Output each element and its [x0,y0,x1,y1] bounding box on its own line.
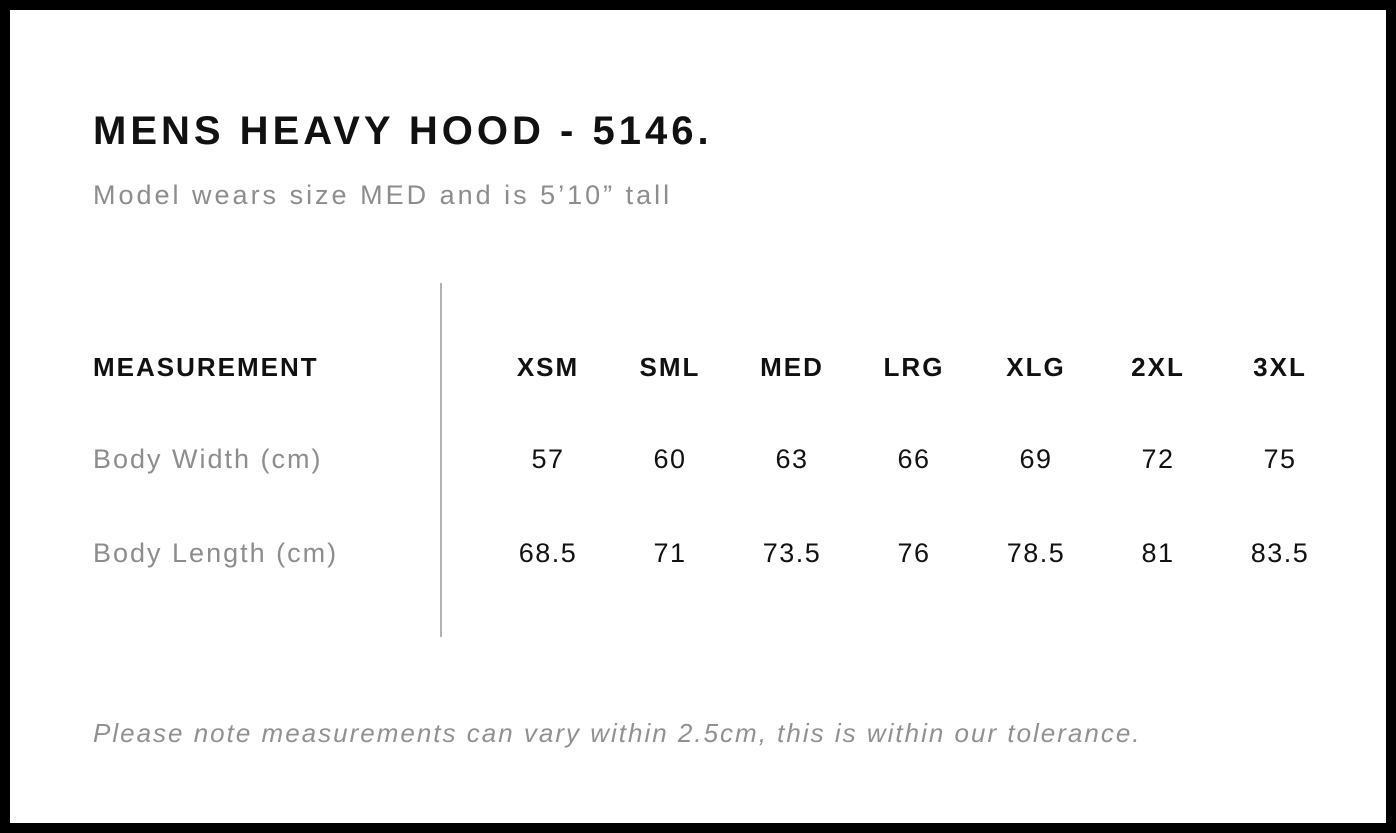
table-vertical-divider [440,283,442,637]
body-length-xsm: 68.5 [518,538,578,568]
body-width-2xl: 72 [1141,444,1175,474]
body-length-lrg: 76 [897,538,931,568]
size-header-xsm: XSM [516,352,580,382]
size-header-lrg: LRG [883,352,945,382]
body-width-lrg: 66 [897,444,931,474]
model-size-note: Model wears size MED and is 5’10” tall [93,180,673,210]
size-header-3xl: 3XL [1253,352,1307,382]
body-length-med: 73.5 [762,538,822,568]
body-width-sml: 60 [653,444,687,474]
body-length-3xl: 83.5 [1250,538,1310,568]
table-row-body-length: Body Length (cm) 68.5 71 73.5 76 78.5 81… [93,540,1341,567]
page-title: MENS HEAVY HOOD - 5146. [93,109,713,153]
body-width-xsm: 57 [531,444,565,474]
tolerance-note: Please note measurements can vary within… [93,718,1142,748]
size-header-med: MED [760,352,824,382]
body-width-3xl: 75 [1263,444,1297,474]
size-chart-header-row: MEASUREMENT XSM SML MED LRG XLG 2XL 3XL [93,354,1341,380]
body-length-2xl: 81 [1141,538,1175,568]
size-header-xlg: XLG [1006,352,1066,382]
body-width-xlg: 69 [1019,444,1053,474]
row-label-body-length: Body Length (cm) [93,538,339,568]
table-row-body-width: Body Width (cm) 57 60 63 66 69 72 75 [93,446,1341,473]
row-label-body-width: Body Width (cm) [93,444,323,474]
body-length-xlg: 78.5 [1006,538,1066,568]
size-header-sml: SML [639,352,701,382]
measurement-column-header: MEASUREMENT [93,352,319,382]
body-length-sml: 71 [653,538,687,568]
body-width-med: 63 [775,444,809,474]
size-header-2xl: 2XL [1131,352,1185,382]
